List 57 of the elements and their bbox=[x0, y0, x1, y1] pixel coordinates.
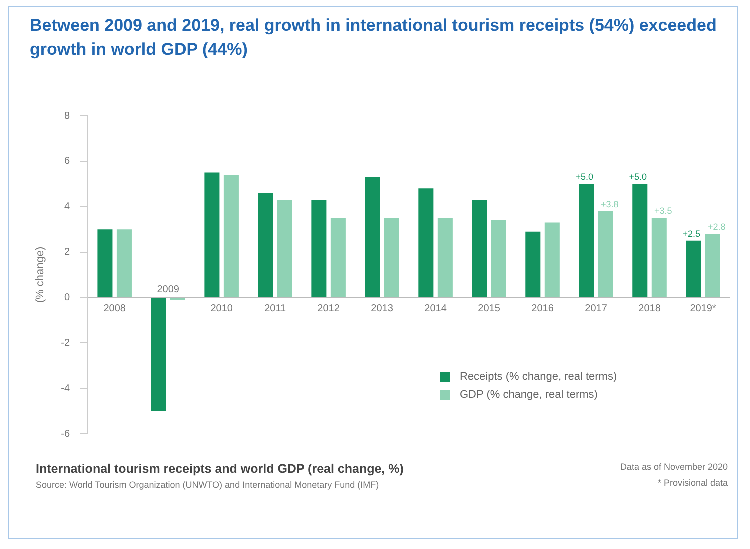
text: Data as of November 2020 bbox=[620, 462, 728, 472]
bar bbox=[224, 175, 239, 298]
y-tick-label: 0 bbox=[64, 292, 71, 304]
bar bbox=[632, 184, 648, 298]
y-tick-label: 2 bbox=[64, 247, 71, 258]
bar bbox=[526, 232, 541, 298]
bar bbox=[579, 184, 594, 298]
legend-label: Receipts (% change, real terms) bbox=[460, 371, 618, 383]
bar bbox=[258, 193, 274, 298]
bar bbox=[151, 298, 166, 412]
chart-title: Between 2009 and 2019, real growth in international tourism receipts (54%) exceeded growth in world GDP (44%) bbox=[30, 15, 718, 61]
bar bbox=[491, 220, 506, 298]
data-label: +2.8 bbox=[708, 222, 726, 232]
data-label: +5.0 bbox=[576, 172, 594, 182]
bar bbox=[544, 222, 560, 298]
bar bbox=[598, 211, 614, 298]
bar bbox=[652, 218, 667, 298]
data-label: +5.0 bbox=[629, 172, 648, 182]
bar bbox=[312, 200, 327, 298]
x-tick-label: 2017 bbox=[585, 303, 608, 314]
bar bbox=[418, 188, 434, 298]
y-tick-label: 8 bbox=[64, 110, 71, 122]
bar bbox=[330, 218, 346, 298]
bar bbox=[438, 218, 453, 298]
y-tick-label: 6 bbox=[64, 156, 71, 168]
y-tick-label: -4 bbox=[61, 383, 71, 394]
x-tick-label: 2013 bbox=[371, 303, 394, 314]
x-tick-label: 2011 bbox=[264, 303, 286, 314]
x-tick-label: 2016 bbox=[532, 303, 554, 314]
x-tick-label: 2012 bbox=[318, 303, 340, 314]
data-label: +2.5 bbox=[682, 228, 701, 239]
x-tick-label: 2019* bbox=[690, 303, 716, 314]
bar bbox=[384, 218, 400, 298]
y-axis-title: (% change) bbox=[34, 246, 47, 304]
data-label: +3.5 bbox=[654, 206, 672, 216]
text: International tourism receipts and world GDP (real change, %) bbox=[36, 462, 404, 476]
y-tick-label: -6 bbox=[61, 428, 71, 440]
bar bbox=[98, 230, 113, 298]
x-tick-label: 2008 bbox=[104, 303, 126, 314]
text: * Provisional data bbox=[658, 478, 728, 488]
x-tick-label: 2018 bbox=[638, 303, 662, 314]
source-note: Source: World Tourism Organization (UNWTO) and International Monetary Fund (IMF) bbox=[36, 480, 380, 490]
y-tick-label: -2 bbox=[61, 338, 71, 349]
x-tick-label: 2009 bbox=[157, 284, 180, 296]
bar bbox=[472, 200, 488, 298]
bar bbox=[365, 177, 380, 298]
x-tick-label: 2015 bbox=[478, 303, 501, 314]
data-label: +3.8 bbox=[601, 199, 619, 210]
y-tick-label: 4 bbox=[64, 202, 71, 213]
bar bbox=[705, 234, 720, 298]
legend-label: GDP (% change, real terms) bbox=[460, 389, 598, 401]
bar bbox=[686, 240, 702, 298]
x-tick-label: 2014 bbox=[424, 303, 448, 314]
bar bbox=[116, 230, 132, 298]
x-tick-label: 2010 bbox=[210, 303, 234, 314]
bar bbox=[277, 200, 292, 298]
bar bbox=[204, 172, 220, 298]
